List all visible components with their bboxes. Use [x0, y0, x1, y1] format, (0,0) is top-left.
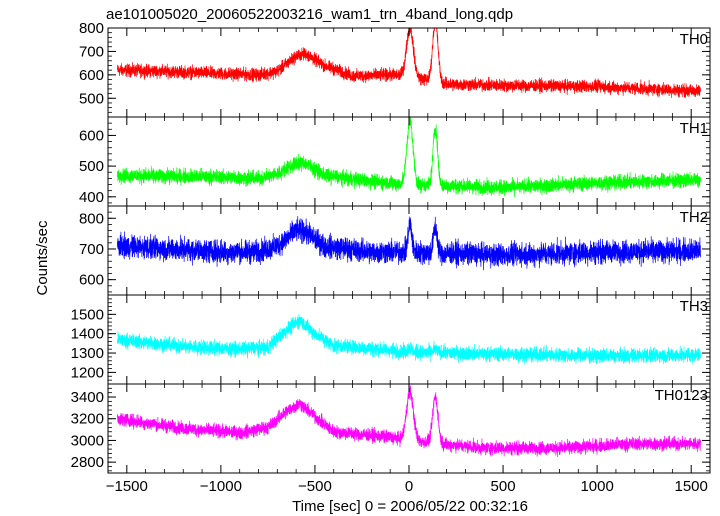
- series-th1-line: [117, 117, 701, 197]
- y-tick-label: 1200: [71, 364, 104, 381]
- y-tick-label: 600: [79, 127, 104, 144]
- y-axis-label: Counts/sec: [34, 220, 51, 296]
- panel-frame: [107, 116, 711, 207]
- y-tick-label: 700: [79, 43, 104, 60]
- series-label-th0123: TH0123: [655, 387, 708, 404]
- y-tick-label: 500: [79, 158, 104, 175]
- series-th3-line: [117, 314, 701, 365]
- x-tick-label: −1500: [106, 478, 148, 495]
- series-label-th2: TH2: [680, 209, 708, 226]
- panel-th2: 600 700 800 TH2: [79, 205, 711, 296]
- panel-th0123: 2800 3000 3200 3400 TH0123: [71, 383, 711, 474]
- y-tick-label: 1500: [71, 306, 104, 323]
- series-label-th0: TH0: [680, 31, 708, 48]
- y-tick-label: 800: [79, 210, 104, 227]
- chart-title: ae101005020_20060522003216_wam1_trn_4ban…: [106, 6, 513, 23]
- y-tick-label: 500: [79, 90, 104, 107]
- y-tick-label: 700: [79, 241, 104, 258]
- x-tick-label: −1000: [200, 478, 242, 495]
- series-label-th1: TH1: [680, 120, 708, 137]
- series-label-th3: TH3: [680, 298, 708, 315]
- y-tick-label: 600: [79, 272, 104, 289]
- panel-frame: [107, 294, 711, 385]
- series-th2-line: [117, 216, 701, 271]
- x-tick-label: 1000: [580, 478, 613, 495]
- x-tick-label: 1500: [675, 478, 708, 495]
- panel-th3: 1200 1300 1400 1500 TH3: [71, 294, 711, 385]
- x-tick-label: 0: [405, 478, 413, 495]
- x-tick-label: 500: [491, 478, 516, 495]
- x-axis-label: Time [sec] 0 = 2006/05/22 00:32:16: [292, 498, 528, 515]
- y-tick-label: 600: [79, 67, 104, 84]
- y-tick-label: 400: [79, 189, 104, 206]
- y-tick-label: 1300: [71, 345, 104, 362]
- x-axis: −1500 −1000 −500 0 500 1000 1500: [106, 478, 708, 495]
- series-th0123-line: [117, 385, 701, 457]
- panels-group: 500 600 700 800 TH0 400 500 600 TH1 600 700 800 TH2 1…: [71, 20, 711, 474]
- y-tick-label: 1400: [71, 326, 104, 343]
- y-tick-label: 3200: [71, 411, 104, 428]
- panel-th0: 500 600 700 800 TH0: [79, 20, 711, 118]
- y-tick-label: 800: [79, 20, 104, 37]
- panel-th1: 400 500 600 TH1: [79, 116, 711, 207]
- x-tick-label: −500: [298, 478, 332, 495]
- y-tick-label: 3400: [71, 389, 104, 406]
- y-tick-label: 2800: [71, 454, 104, 471]
- y-tick-label: 3000: [71, 432, 104, 449]
